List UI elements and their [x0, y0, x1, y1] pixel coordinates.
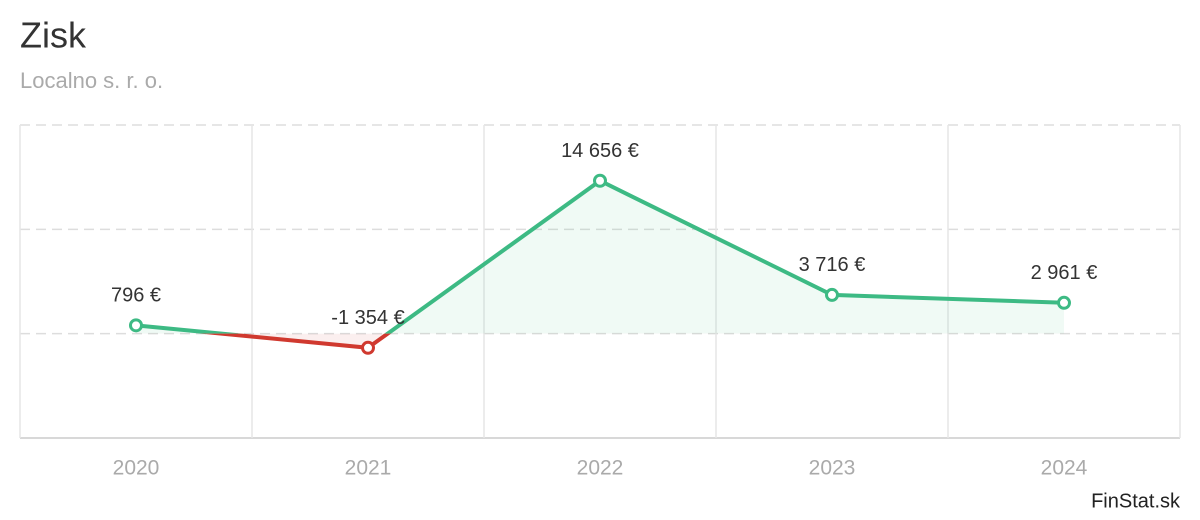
area: [136, 180, 1064, 348]
point: [593, 173, 607, 188]
point: [1057, 295, 1071, 310]
x-tick-label: 2020: [113, 457, 160, 480]
point: [129, 318, 143, 333]
x-tick-label: 2022: [577, 457, 624, 480]
area-positive: [136, 180, 1064, 334]
chart-title: Zisk: [20, 15, 87, 56]
chart-subtitle: Localno s. r. o.: [20, 68, 163, 93]
value-label: 3 716 €: [799, 254, 866, 276]
value-label: 14 656 €: [561, 140, 639, 162]
value-label: 2 961 €: [1031, 262, 1098, 284]
point: [361, 340, 375, 355]
x-tick-label: 2023: [809, 457, 856, 480]
x-tick-label: 2021: [345, 457, 392, 480]
x-tick-label: 2024: [1041, 457, 1088, 480]
source: FinStat.sk: [1091, 490, 1181, 512]
value-label: 796 €: [111, 285, 161, 307]
point: [825, 287, 839, 302]
marks: 796 € -1 354 € 14 656 € 3 716 € 2 961 € 2020 2…: [111, 140, 1097, 480]
line-negative: [201, 333, 392, 350]
value-label: -1 354 €: [331, 307, 404, 329]
